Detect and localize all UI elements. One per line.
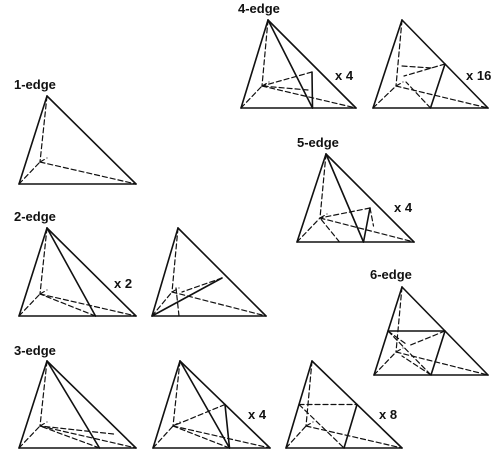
multiplier-4-edge-b: x 16 bbox=[466, 68, 492, 83]
tetra-6-edge bbox=[373, 286, 489, 376]
tetra-5-edge bbox=[296, 153, 415, 243]
label-4-edge: 4-edge bbox=[238, 1, 280, 16]
tetra-4-edge-b bbox=[372, 19, 489, 109]
tetra-2-edge-a bbox=[18, 227, 137, 317]
label-1-edge: 1-edge bbox=[14, 77, 56, 92]
tetra-4-edge-a bbox=[240, 19, 357, 109]
multiplier-4-edge-a: x 4 bbox=[335, 68, 354, 83]
multiplier-2-edge: x 2 bbox=[114, 276, 133, 291]
tetra-3-edge-b bbox=[152, 360, 271, 449]
label-3-edge: 3-edge bbox=[14, 343, 56, 358]
label-6-edge: 6-edge bbox=[370, 267, 412, 282]
multiplier-5-edge: x 4 bbox=[394, 200, 413, 215]
label-5-edge: 5-edge bbox=[297, 135, 339, 150]
tetra-3-edge-a bbox=[18, 360, 137, 449]
tetra-1-edge bbox=[18, 95, 137, 185]
multiplier-3-edge-c: x 8 bbox=[379, 407, 398, 422]
label-2-edge: 2-edge bbox=[14, 209, 56, 224]
tetra-2-edge-b bbox=[151, 227, 267, 317]
tetra-3-edge-c bbox=[285, 360, 403, 449]
multiplier-3-edge-b: x 4 bbox=[248, 407, 267, 422]
